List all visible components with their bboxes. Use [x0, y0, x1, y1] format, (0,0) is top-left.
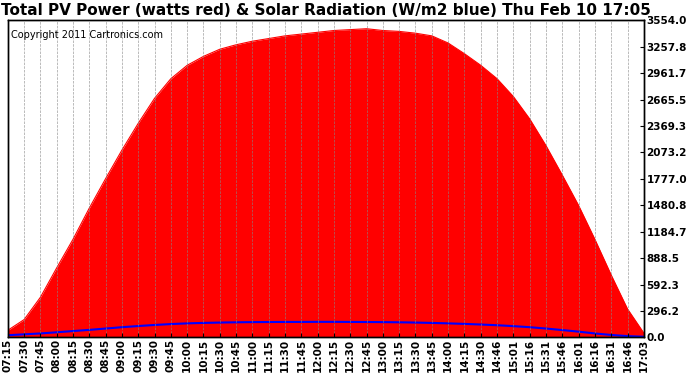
Title: Total PV Power (watts red) & Solar Radiation (W/m2 blue) Thu Feb 10 17:05: Total PV Power (watts red) & Solar Radia…	[1, 3, 651, 18]
Text: Copyright 2011 Cartronics.com: Copyright 2011 Cartronics.com	[11, 30, 163, 40]
